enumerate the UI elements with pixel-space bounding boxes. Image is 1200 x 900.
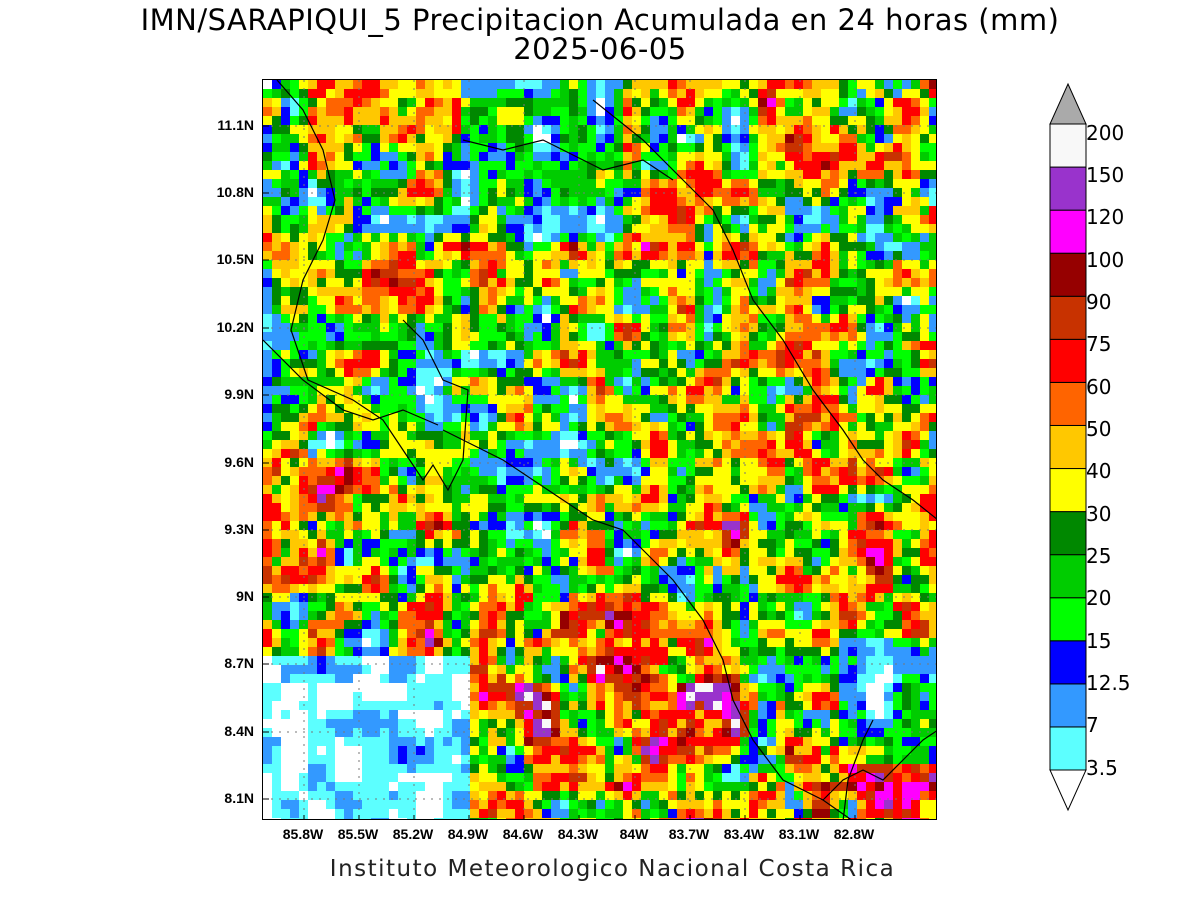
lat-tick-label: 11.1N <box>217 117 254 133</box>
lat-tick-label: 8.1N <box>224 790 254 806</box>
chart-date: 2025-06-05 <box>513 32 687 66</box>
lat-tick-label: 8.7N <box>224 655 254 671</box>
colorbar-swatch <box>1049 597 1087 642</box>
colorbar <box>1049 82 1087 812</box>
lon-tick-label: 84.9W <box>447 826 489 842</box>
lon-tick-label: 84W <box>619 826 649 842</box>
colorbar-swatch <box>1049 726 1087 771</box>
colorbar-swatch <box>1049 381 1087 426</box>
colorbar-swatch <box>1049 554 1087 599</box>
colorbar-label: 30 <box>1086 502 1112 526</box>
lat-tick-label: 10.2N <box>216 319 254 335</box>
lon-tick-label: 85.2W <box>392 826 434 842</box>
chart-title: IMN/SARAPIQUI_5 Precipitacion Acumulada … <box>140 3 1060 37</box>
lon-tick-label: 83.1W <box>778 826 820 842</box>
colorbar-swatch <box>1049 683 1087 728</box>
precipitation-field <box>263 80 936 819</box>
colorbar-swatch <box>1049 166 1087 211</box>
colorbar-label: 75 <box>1086 332 1112 356</box>
lat-tick-label: 9.3N <box>224 521 254 537</box>
footer-credit: Instituto Meteorologico Nacional Costa R… <box>329 856 896 882</box>
lon-tick-label: 82.8W <box>833 826 875 842</box>
map-grid <box>263 80 936 819</box>
colorbar-label: 7 <box>1086 713 1099 737</box>
colorbar-lower-arrow <box>1049 769 1087 812</box>
precipitation-map <box>262 79 937 820</box>
colorbar-swatch <box>1049 338 1087 383</box>
colorbar-label: 3.5 <box>1086 756 1118 780</box>
colorbar-label: 15 <box>1086 629 1112 653</box>
lon-tick-label: 84.3W <box>557 826 599 842</box>
colorbar-label: 60 <box>1086 375 1112 399</box>
lon-tick-label: 83.4W <box>723 826 765 842</box>
lat-tick-label: 10.5N <box>216 251 254 267</box>
lon-tick-label: 85.8W <box>282 826 324 842</box>
lat-tick-label: 9.6N <box>224 454 254 470</box>
axis-ticks <box>263 125 856 819</box>
lat-tick-label: 9N <box>236 588 254 604</box>
lat-tick-label: 9.9N <box>224 386 254 402</box>
colorbar-label: 150 <box>1086 163 1125 187</box>
lat-tick-label: 8.4N <box>224 723 254 739</box>
colorbar-label: 50 <box>1086 417 1112 441</box>
colorbar-label: 20 <box>1086 586 1112 610</box>
colorbar-upper-arrow <box>1049 82 1087 125</box>
colorbar-label: 40 <box>1086 459 1112 483</box>
lon-tick-label: 84.6W <box>502 826 544 842</box>
lat-tick-label: 10.8N <box>216 184 254 200</box>
colorbar-label: 90 <box>1086 290 1112 314</box>
colorbar-label: 12.5 <box>1086 671 1131 695</box>
lon-tick-label: 83.7W <box>668 826 710 842</box>
colorbar-swatch <box>1049 252 1087 297</box>
colorbar-label: 120 <box>1086 205 1125 229</box>
coastline-borders <box>263 80 936 819</box>
colorbar-swatch <box>1049 640 1087 685</box>
colorbar-swatch <box>1049 424 1087 470</box>
colorbar-swatch <box>1049 511 1087 556</box>
colorbar-swatch <box>1049 123 1087 168</box>
colorbar-label: 200 <box>1086 121 1125 145</box>
colorbar-swatch <box>1049 295 1087 340</box>
colorbar-label: 25 <box>1086 544 1112 568</box>
colorbar-label: 100 <box>1086 248 1125 272</box>
colorbar-swatch <box>1049 468 1087 513</box>
lon-tick-label: 85.5W <box>337 826 379 842</box>
colorbar-swatch <box>1049 209 1087 254</box>
